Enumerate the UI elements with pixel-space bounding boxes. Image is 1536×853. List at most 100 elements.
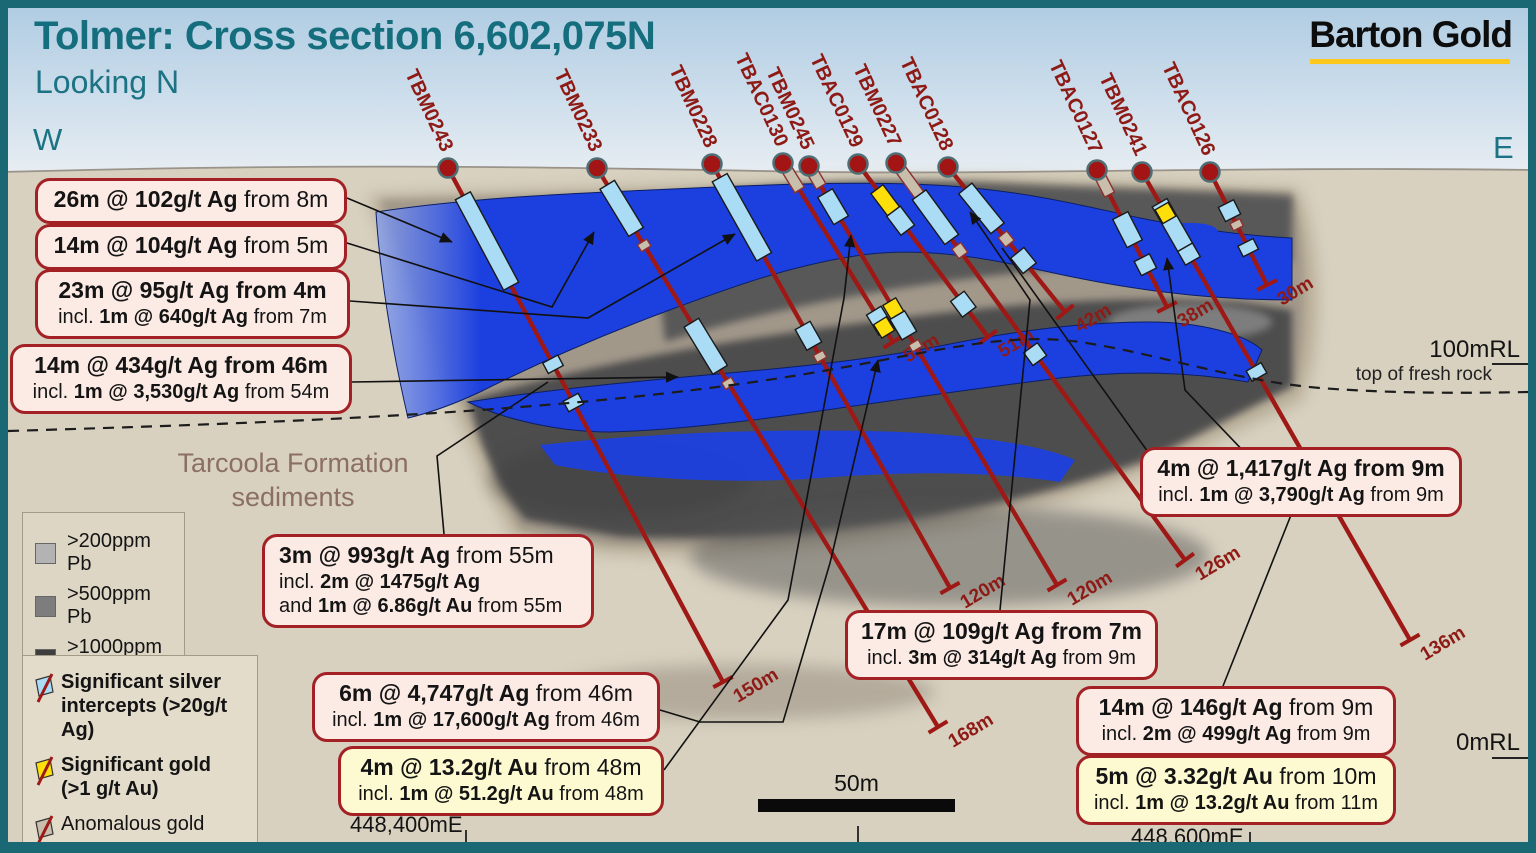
intercept-bar-ag <box>889 309 918 341</box>
drill-collar <box>885 152 907 174</box>
eoh-tick <box>978 328 998 346</box>
barton-gold-logo: Barton Gold <box>1309 14 1513 55</box>
page-title: Tolmer: Cross section 6,602,075N <box>34 14 656 59</box>
west-marker: W <box>33 122 63 157</box>
assay-callout: 5m @ 3.32g/t Au from 10m incl. 1m @ 13.2g… <box>1076 755 1396 825</box>
title-prefix: Tolmer: <box>34 14 175 58</box>
intercept-bar-anom <box>907 338 924 353</box>
rl-100-label: 100mRL <box>1429 336 1520 363</box>
grade-label: >500ppm Pb <box>67 583 151 628</box>
callout-leader <box>351 371 679 383</box>
intercept-bar-ag <box>599 179 645 238</box>
intercept-bar-au <box>872 315 896 340</box>
assay-callout: 17m @ 109g/t Ag from 7m incl. 3m @ 314g/t… <box>845 610 1158 680</box>
drill-collar <box>937 156 959 178</box>
eoh-tick <box>882 334 904 350</box>
intercept-bar-anom <box>1228 217 1245 232</box>
logo-underline <box>1310 59 1510 64</box>
eoh-tick <box>1055 303 1075 321</box>
intercept-legend-item: Anomalous gold zones(>0.1 g/t Au) <box>31 812 249 853</box>
assay-callout: 4m @ 1,417g/t Ag from 9m incl. 1m @ 3,790… <box>1140 447 1462 517</box>
fresh-rock-label: top of fresh rock <box>1355 364 1492 385</box>
eoh-tick <box>927 719 949 735</box>
intercept-legend-item: Significant gold (>1 g/t Au) <box>31 753 249 801</box>
assay-callout: 14m @ 104g/t Ag from 5m <box>35 224 347 270</box>
callout-leader <box>346 231 595 308</box>
east-marker: E <box>1493 130 1514 165</box>
intercept-bar-ag <box>1133 252 1158 277</box>
intercept-symbol-ag-icon <box>31 672 61 742</box>
intercept-bar-ag <box>816 187 850 226</box>
intercept-bar-anom <box>997 230 1016 249</box>
title-rest: Cross section 6,602,075N <box>174 14 656 58</box>
surface-line <box>0 165 1536 174</box>
intercept-bar-ag <box>711 172 773 262</box>
eoh-tick <box>1256 278 1278 292</box>
drill-collar <box>1131 161 1153 183</box>
pb-zone-deep <box>690 506 1210 606</box>
assay-callout: 23m @ 95g/t Ag from 4m incl. 1m @ 640g/t … <box>35 269 350 339</box>
assay-callout: 26m @ 102g/t Ag from 8m <box>35 178 347 224</box>
intercept-symbol-anom-icon <box>31 814 61 853</box>
intercept-bar-ag <box>1217 198 1242 223</box>
intercept-bar-ag <box>949 290 978 319</box>
eoh-tick <box>712 675 734 689</box>
intercept-bar-anom <box>636 238 652 253</box>
formation-label: Tarcoola Formation sediments <box>177 448 409 512</box>
drill-collar <box>586 157 608 179</box>
fresh-rock-line <box>7 338 1530 433</box>
intercept-bar-au <box>1154 201 1177 225</box>
callout-leader <box>969 211 1031 611</box>
intercept-legend-label: Anomalous gold zones(>0.1 g/t Au) <box>61 813 205 853</box>
drill-collar <box>1086 159 1108 181</box>
grade-swatch <box>35 542 56 564</box>
drill-collar <box>847 153 869 175</box>
intercept-bar-ag <box>683 317 729 376</box>
intercept-legend-label: Significant gold (>1 g/t Au) <box>61 754 211 800</box>
eoh-tick <box>1046 577 1068 593</box>
scale-bar-label: 50m <box>834 770 879 796</box>
rl-0-label: 0mRL <box>1455 729 1520 756</box>
intercept-symbol-au-icon <box>31 755 61 801</box>
intercept-bar-ag <box>562 392 585 413</box>
ag-zone-streak <box>540 430 1075 482</box>
eoh-tick <box>1399 632 1421 648</box>
intercept-bar-ag <box>1111 210 1144 249</box>
intercept-bar-ag <box>1009 246 1038 275</box>
intercept-bar-ag <box>1022 341 1048 367</box>
intercept-bar-anom <box>720 376 737 391</box>
assay-callout: 4m @ 13.2g/t Au from 48m incl. 1m @ 51.2g… <box>338 746 664 816</box>
drill-collar <box>1199 161 1221 183</box>
callout-leader <box>346 197 453 243</box>
easting-right-label: 448,600mE <box>1131 824 1244 849</box>
ag-zone-upper <box>375 182 1293 419</box>
assay-callout: 6m @ 4,747g/t Ag from 46m incl. 1m @ 17,6… <box>312 672 660 742</box>
intercept-legend: Significant silver intercepts (>20g/t Ag)… <box>22 655 258 853</box>
drill-collar <box>798 155 820 177</box>
intercept-bar-anom <box>950 241 969 260</box>
eoh-tick <box>1174 551 1196 569</box>
sky <box>0 0 1536 173</box>
callout-leader <box>349 233 736 319</box>
intercept-legend-item: Significant silver intercepts (>20g/t Ag) <box>31 670 249 742</box>
intercept-bar-ag <box>1236 237 1260 258</box>
intercept-bar-ag <box>1245 361 1268 383</box>
eoh-tick <box>939 580 961 596</box>
intercept-bar-ag <box>885 205 916 237</box>
intercept-bar-ag <box>454 190 520 292</box>
easting-left-label: 448,400mE <box>350 812 463 837</box>
grade-swatch <box>35 595 56 617</box>
grade-legend-item: >500ppm Pb <box>35 583 176 629</box>
intercept-bar-ag <box>794 320 823 352</box>
intercept-legend-label: Significant silver intercepts (>20g/t Ag) <box>61 671 228 741</box>
grade-legend-item: >200ppm Pb <box>35 530 176 576</box>
subtitle-looking-n: Looking N <box>35 64 180 100</box>
callout-leader <box>659 359 881 723</box>
drill-collar <box>772 152 794 174</box>
drill-collar <box>701 153 723 175</box>
intercept-bar-ag <box>911 188 960 246</box>
assay-callout: 14m @ 434g/t Ag from 46m incl. 1m @ 3,530… <box>10 344 352 414</box>
assay-callout: 14m @ 146g/t Ag from 9m incl. 2m @ 499g/t… <box>1076 686 1396 756</box>
